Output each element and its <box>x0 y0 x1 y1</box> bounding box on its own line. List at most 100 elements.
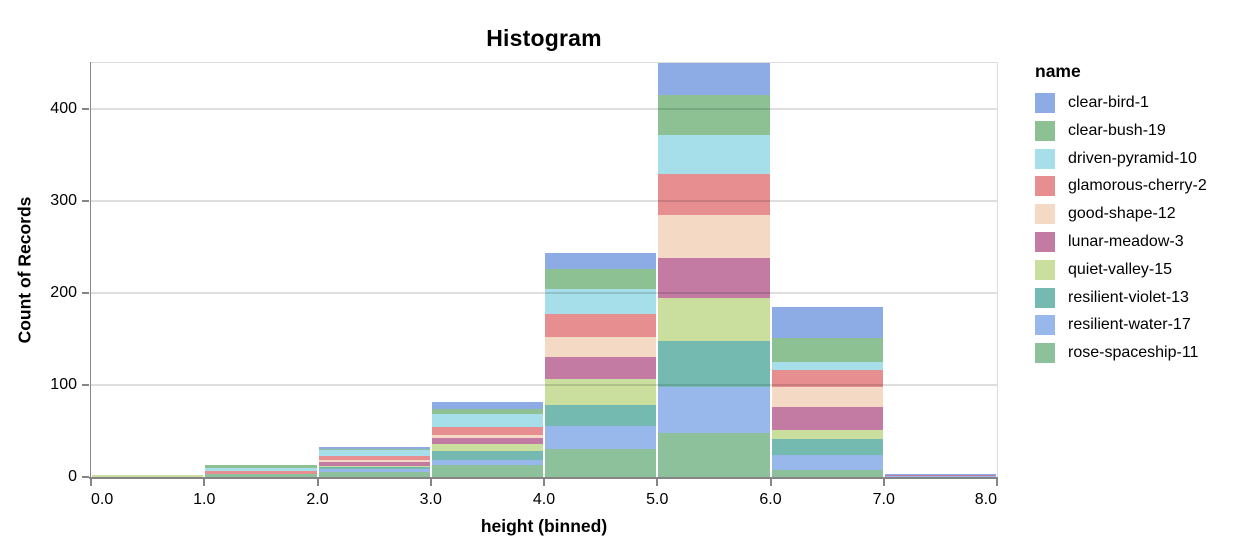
bar-segment-clear-bird-1-bin-6[interactable] <box>771 306 883 339</box>
bar-segment-quiet-valley-15-bin-2[interactable] <box>318 465 430 467</box>
x-tick-label: 3.0 <box>419 491 442 508</box>
bar-segment-driven-pyramid-10-bin-3[interactable] <box>431 414 543 428</box>
bar-segment-clear-bush-19-bin-2[interactable] <box>318 449 430 451</box>
legend-swatch-clear-bird-1 <box>1035 93 1055 113</box>
legend-label: clear-bird-1 <box>1068 94 1149 111</box>
bar-segment-quiet-valley-15-bin-4[interactable] <box>545 378 657 406</box>
bar-segment-clear-bird-1-bin-2[interactable] <box>318 446 430 450</box>
bar-segment-glamorous-cherry-2-bin-4[interactable] <box>545 314 657 338</box>
bar-segment-driven-pyramid-10-bin-6[interactable] <box>771 362 883 371</box>
legend-label: clear-bush-19 <box>1068 121 1166 139</box>
y-tick-mark <box>82 292 89 294</box>
legend-swatch-resilient-water-17 <box>1035 315 1055 336</box>
bar-segment-lunar-meadow-3-bin-5[interactable] <box>658 258 770 298</box>
bar-segment-resilient-violet-13-bin-5[interactable] <box>658 340 770 387</box>
bar-segment-clear-bird-1-bin-7[interactable] <box>884 474 996 476</box>
legend-swatch-quiet-valley-15 <box>1035 259 1055 280</box>
legend-swatch-resilient-violet-13 <box>1035 287 1055 308</box>
legend-item-driven-pyramid-10: driven-pyramid-10 <box>1035 148 1250 169</box>
bar-segment-quiet-valley-15-bin-0[interactable] <box>92 475 204 477</box>
legend-swatch-driven-pyramid-10 <box>1035 148 1055 169</box>
legend-item-resilient-violet-13: resilient-violet-13 <box>1035 287 1250 308</box>
bar-segment-driven-pyramid-10-bin-2[interactable] <box>318 450 430 456</box>
legend-label: rose-spaceship-11 <box>1068 344 1199 362</box>
bar-segment-resilient-water-17-bin-4[interactable] <box>545 426 657 450</box>
bar-segment-glamorous-cherry-2-bin-5[interactable] <box>658 174 770 215</box>
bar-segment-clear-bird-1-bin-4[interactable] <box>545 252 657 270</box>
y-axis-domain-line <box>89 62 92 479</box>
legend-label: resilient-water-17 <box>1068 316 1191 334</box>
bar-segment-glamorous-cherry-2-bin-1[interactable] <box>205 470 317 475</box>
bar-segment-resilient-violet-13-bin-6[interactable] <box>771 439 883 455</box>
bar-segment-clear-bush-19-bin-4[interactable] <box>545 269 657 290</box>
bar-segment-lunar-meadow-3-bin-4[interactable] <box>545 357 657 379</box>
x-tick-mark <box>543 479 545 486</box>
legend-item-good-shape-12: good-shape-12 <box>1035 204 1250 225</box>
x-tick-label: 0.0 <box>91 491 114 508</box>
y-axis-title: Count of Records <box>14 196 35 344</box>
bar-segment-clear-bird-1-bin-5[interactable] <box>658 63 770 96</box>
legend-swatch-lunar-meadow-3 <box>1035 231 1055 252</box>
bar-segment-rose-spaceship-11-bin-4[interactable] <box>545 449 657 477</box>
x-axis-title: height (binned) <box>480 516 608 536</box>
legend-label: quiet-valley-15 <box>1068 260 1173 278</box>
bar-segment-resilient-water-17-bin-5[interactable] <box>658 386 770 433</box>
bar-segment-clear-bush-19-bin-1[interactable] <box>205 465 317 468</box>
legend-swatch-glamorous-cherry-2 <box>1035 176 1055 197</box>
y-tick-label: 400 <box>50 100 77 117</box>
y-tick-label: 0 <box>68 468 77 485</box>
bar-segment-driven-pyramid-10-bin-4[interactable] <box>545 289 657 315</box>
x-tick-mark <box>656 479 659 486</box>
bar-segment-resilient-violet-13-bin-4[interactable] <box>545 405 657 427</box>
x-axis-domain-line <box>89 476 998 479</box>
bar-segment-quiet-valley-15-bin-6[interactable] <box>771 430 883 440</box>
x-tick-mark <box>90 479 92 486</box>
bar-segment-resilient-violet-13-bin-3[interactable] <box>431 451 543 460</box>
bar-segment-good-shape-12-bin-6[interactable] <box>771 386 883 408</box>
bar-segment-glamorous-cherry-2-bin-3[interactable] <box>431 427 543 435</box>
bar-segment-quiet-valley-15-bin-3[interactable] <box>431 443 543 452</box>
bar-segment-rose-spaceship-11-bin-6[interactable] <box>771 469 883 477</box>
x-tick-mark <box>429 479 432 486</box>
bar-segment-resilient-water-17-bin-3[interactable] <box>431 459 543 466</box>
bar-segment-lunar-meadow-3-bin-6[interactable] <box>771 407 883 431</box>
bar-segment-rose-spaceship-11-bin-1[interactable] <box>205 474 317 477</box>
bar-segment-quiet-valley-15-bin-5[interactable] <box>658 297 770 341</box>
bar-segment-rose-spaceship-11-bin-5[interactable] <box>658 432 770 477</box>
legend-label: resilient-violet-13 <box>1068 288 1189 306</box>
bar-segment-glamorous-cherry-2-bin-2[interactable] <box>318 455 430 460</box>
bar-segment-rose-spaceship-11-bin-2[interactable] <box>318 472 430 477</box>
legend-item-clear-bird-1: clear-bird-1 <box>1035 93 1250 113</box>
bars-layer <box>91 63 997 477</box>
bar-segment-rose-spaceship-11-bin-3[interactable] <box>431 465 543 477</box>
x-tick-label: 4.0 <box>532 491 556 508</box>
legend-item-rose-spaceship-11: rose-spaceship-11 <box>1035 343 1250 364</box>
legend-label: driven-pyramid-10 <box>1068 149 1197 167</box>
legend-title: name <box>1035 61 1081 81</box>
y-tick-mark <box>82 200 89 202</box>
bar-segment-lunar-meadow-3-bin-7[interactable] <box>884 475 996 477</box>
y-tick-label: 100 <box>50 376 77 393</box>
bar-segment-clear-bird-1-bin-3[interactable] <box>431 401 543 409</box>
legend-label: good-shape-12 <box>1068 205 1176 223</box>
bar-segment-clear-bush-19-bin-6[interactable] <box>771 338 883 362</box>
bar-segment-clear-bush-19-bin-3[interactable] <box>431 408 543 415</box>
bar-segment-resilient-water-17-bin-6[interactable] <box>771 454 883 470</box>
bar-segment-driven-pyramid-10-bin-5[interactable] <box>658 134 770 175</box>
bar-segment-glamorous-cherry-2-bin-6[interactable] <box>771 370 883 387</box>
x-tick-label: 7.0 <box>872 491 895 508</box>
bar-segment-driven-pyramid-10-bin-1[interactable] <box>205 467 317 471</box>
legend-item-resilient-water-17: resilient-water-17 <box>1035 315 1250 336</box>
x-tick-mark <box>996 479 998 486</box>
bar-segment-good-shape-12-bin-5[interactable] <box>658 214 770 259</box>
bar-segment-clear-bush-19-bin-5[interactable] <box>658 95 770 135</box>
y-tick-mark <box>82 476 89 478</box>
bar-segment-lunar-meadow-3-bin-3[interactable] <box>431 438 543 444</box>
x-tick-label: 1.0 <box>193 491 216 508</box>
bar-segment-good-shape-12-bin-4[interactable] <box>545 337 657 358</box>
bar-segment-good-shape-12-bin-3[interactable] <box>431 434 543 439</box>
bar-segment-lunar-meadow-3-bin-2[interactable] <box>318 462 430 466</box>
bar-segment-good-shape-12-bin-2[interactable] <box>318 459 430 463</box>
bar-segment-resilient-violet-13-bin-2[interactable] <box>318 466 430 469</box>
bar-segment-resilient-water-17-bin-2[interactable] <box>318 468 430 473</box>
